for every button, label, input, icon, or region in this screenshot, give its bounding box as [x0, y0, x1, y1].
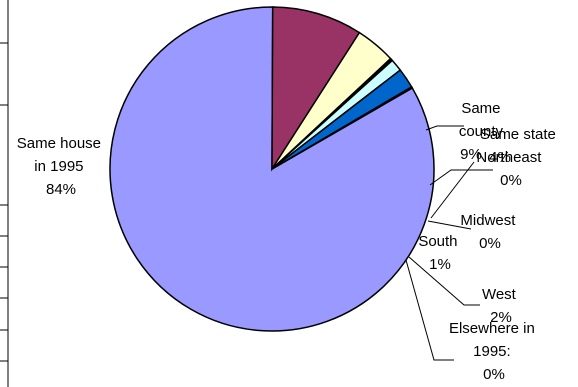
label-south-line-1: South: [418, 233, 457, 250]
label-same-state-percent: 4%: [489, 149, 511, 166]
leader-line-northeast: [430, 161, 475, 219]
label-same-house-percent: 84%: [46, 181, 76, 198]
leader-line-midwest: [427, 220, 472, 230]
leader-line-same-county: [425, 125, 464, 131]
label-northeast: Northeast 0%: [476, 149, 545, 189]
label-same-county-percent: 9%: [460, 146, 482, 163]
pie-slice-elsewhere-in-1995: [271, 85, 414, 170]
label-same-house-line-1: Same house: [17, 135, 101, 152]
leader-line-same-state: [429, 169, 493, 186]
pie-slice-same-county: [271, 6, 361, 172]
label-west-line-1: West: [482, 286, 517, 303]
leader-lines: [405, 125, 493, 361]
label-midwest-line-1: Midwest: [460, 212, 516, 229]
label-same-county: Same county 9%: [459, 100, 507, 163]
label-same-county-line-1: Same: [461, 100, 500, 117]
label-west-percent: 2%: [490, 309, 512, 326]
label-same-county-line-2: county: [459, 123, 504, 140]
leader-line-west: [408, 256, 480, 306]
label-south-percent: 1%: [429, 256, 451, 273]
pie-slices: [109, 6, 435, 332]
label-same-house: Same house in 1995 84%: [17, 135, 105, 198]
label-same-state-line-1: Same state: [480, 126, 556, 143]
label-midwest: Midwest 0%: [460, 212, 519, 252]
label-elsewhere: Elsewhere in 1995: 0%: [449, 320, 539, 383]
label-northeast-line-1: Northeast: [476, 149, 542, 166]
label-elsewhere-line-2: 1995:: [473, 343, 511, 360]
leader-line-elsewhere: [405, 259, 454, 361]
pie-slice-same-house-in-1995: [109, 6, 435, 332]
label-elsewhere-line-1: Elsewhere in: [449, 320, 535, 337]
label-south: South 1%: [418, 233, 461, 273]
label-midwest-percent: 0%: [479, 235, 501, 252]
label-west: West 2%: [482, 286, 520, 326]
label-same-house-line-2: in 1995: [34, 158, 83, 175]
label-same-state: Same state 4%: [480, 126, 560, 166]
label-northeast-percent: 0%: [500, 172, 522, 189]
left-axis-fragment: [0, 0, 9, 387]
label-elsewhere-percent: 0%: [483, 366, 505, 383]
